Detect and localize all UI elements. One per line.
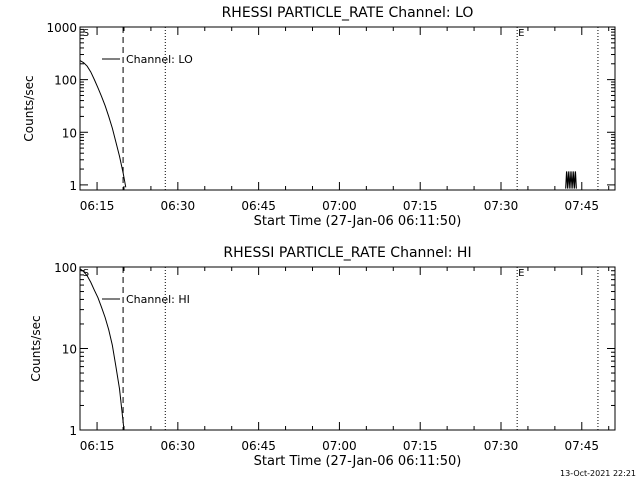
x-tick-label: 07:45: [564, 439, 599, 453]
footer-timestamp: 13-Oct-2021 22:21: [560, 469, 636, 478]
series-line-0: [80, 60, 127, 188]
x-tick-label: 06:30: [161, 199, 196, 213]
y-axis-label: Counts/sec: [29, 315, 43, 381]
y-axis-label: Counts/sec: [22, 75, 36, 141]
x-tick-label: 06:45: [241, 439, 276, 453]
interval-marker-e: E: [518, 268, 524, 279]
chart-title: RHESSI PARTICLE_RATE Channel: HI: [223, 245, 471, 261]
x-tick-label: 06:30: [161, 439, 196, 453]
x-axis-label: Start Time (27-Jan-06 06:11:50): [254, 454, 462, 469]
y-tick-label: 10: [62, 126, 77, 140]
x-tick-label: 07:00: [322, 439, 357, 453]
plot-frame: [79, 26, 616, 191]
x-tick-label: 06:15: [80, 199, 115, 213]
x-axis-label: Start Time (27-Jan-06 06:11:50): [254, 214, 462, 229]
legend-label: Channel: LO: [126, 53, 193, 66]
series-line-0: [80, 268, 125, 430]
interval-marker-s: S: [83, 28, 89, 39]
y-tick-label: 100: [54, 74, 77, 88]
y-tick-label: 1: [69, 179, 77, 193]
y-tick-label: 10: [62, 343, 77, 357]
plot-frame: [79, 266, 616, 431]
x-tick-label: 07:45: [564, 199, 599, 213]
y-tick-label: 100: [54, 261, 77, 275]
interval-marker-e: E: [518, 28, 524, 39]
x-tick-label: 07:00: [322, 199, 357, 213]
x-tick-label: 06:15: [80, 439, 115, 453]
x-tick-label: 06:45: [241, 199, 276, 213]
y-tick-label: 1000: [46, 21, 77, 35]
y-tick-label: 1: [69, 424, 77, 438]
legend-label: Channel: HI: [126, 293, 190, 306]
chart-title: RHESSI PARTICLE_RATE Channel: LO: [222, 5, 474, 21]
x-tick-label: 07:15: [403, 199, 438, 213]
x-tick-label: 07:15: [403, 439, 438, 453]
x-tick-label: 07:30: [484, 199, 519, 213]
chart-panel-0: RHESSI PARTICLE_RATE Channel: LO 06:15 06:…: [22, 5, 616, 229]
x-tick-label: 07:30: [484, 439, 519, 453]
series-line-1: [565, 171, 577, 189]
interval-marker-s: S: [83, 268, 89, 279]
chart-panel-1: RHESSI PARTICLE_RATE Channel: HI 06:15 06:…: [29, 245, 616, 469]
